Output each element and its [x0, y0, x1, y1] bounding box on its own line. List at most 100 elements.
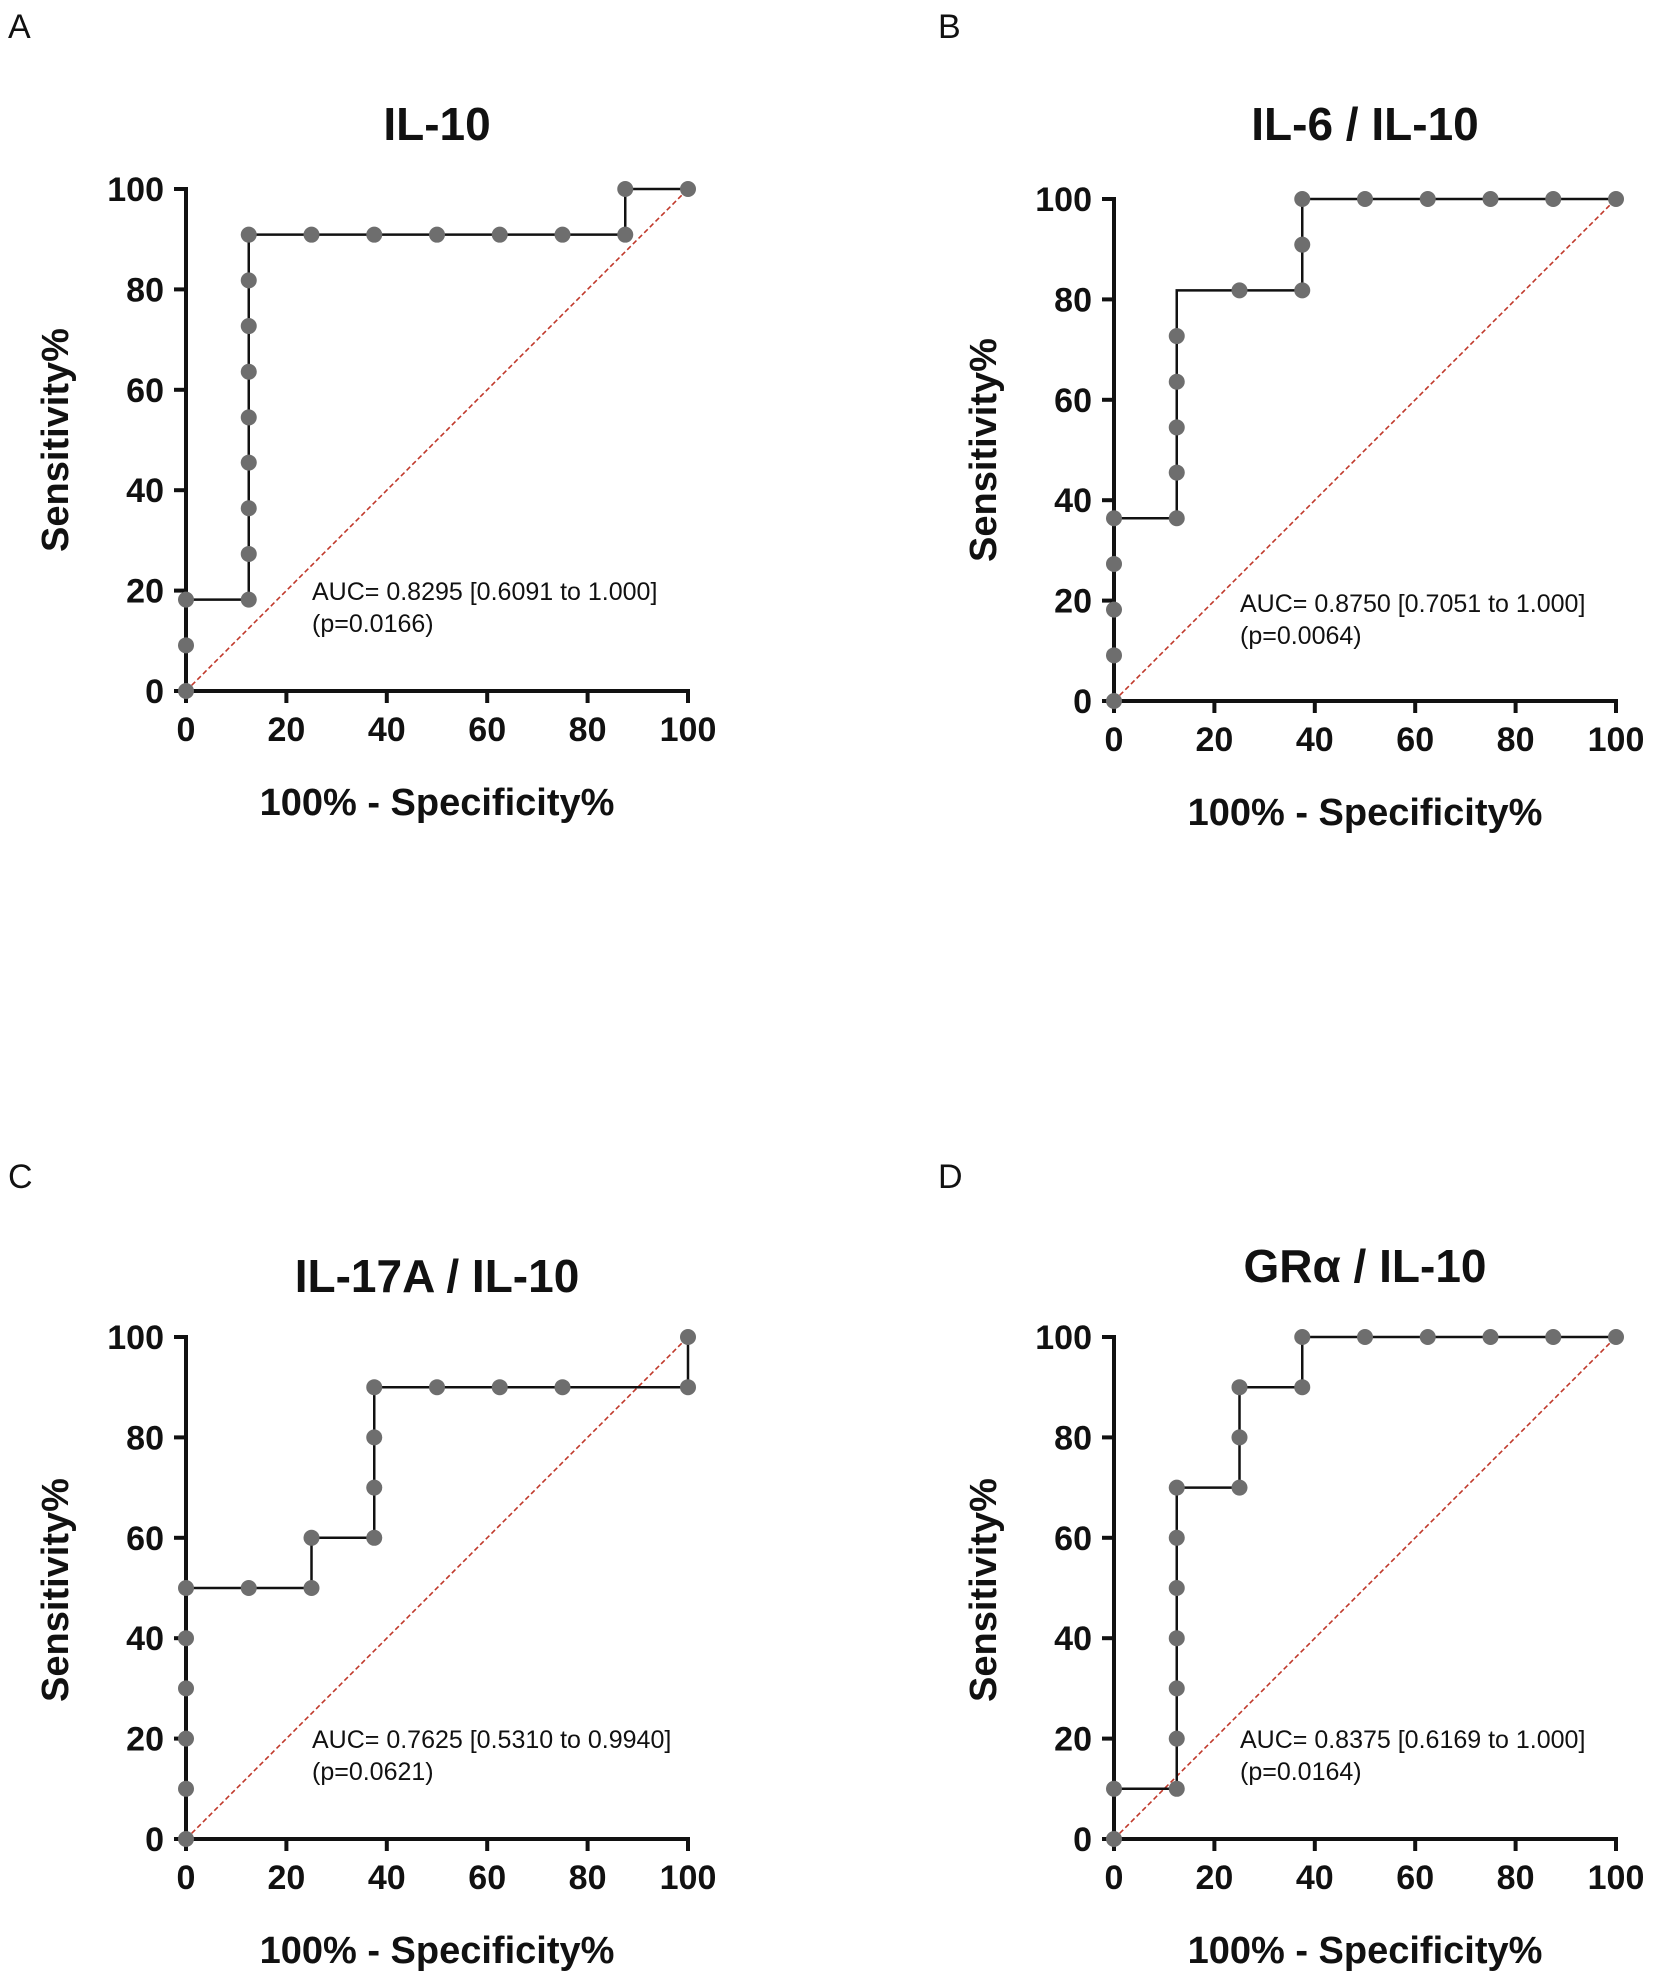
panel-a-y-tick-label: 100	[107, 171, 164, 209]
panel-d-roc-point	[1168, 1479, 1185, 1496]
panel-a-y-tick-label: 60	[126, 372, 164, 410]
panel-d-roc-point	[1294, 1329, 1311, 1345]
panel-d-auc-annotation: AUC= 0.8375 [0.6169 to 1.000]	[1240, 1726, 1585, 1754]
panel-d-x-tick-label: 60	[1396, 1859, 1434, 1897]
panel-c-roc-point	[178, 1630, 194, 1647]
panel-c-roc-point	[240, 1580, 257, 1596]
panel-a-x-tick-label: 60	[468, 711, 506, 749]
panel-b-title: IL-6 / IL-10	[1251, 98, 1478, 150]
panel-d-roc-point	[1545, 1329, 1562, 1345]
panel-c-xlabel: 100% - Specificity%	[260, 1930, 615, 1972]
panel-d-xlabel: 100% - Specificity%	[1188, 1930, 1543, 1972]
panel-d-x-tick-label: 40	[1296, 1859, 1334, 1897]
panel-b-roc-point	[1168, 419, 1185, 436]
panel-c-plot: 0 20 40 60 80 100 0 20 40 60 80 100	[107, 1319, 716, 1897]
panel-a-x-tick-label: 80	[569, 711, 607, 749]
panel-c-roc-point	[680, 1329, 696, 1345]
panel-d-roc-point	[1608, 1329, 1624, 1345]
panel-c-roc-point	[178, 1680, 194, 1697]
panel-b-y-tick-label: 100	[1035, 181, 1092, 219]
panel-b-roc-point	[1357, 191, 1373, 207]
panel-c-y-tick-label: 0	[145, 1821, 164, 1859]
panel-c-x-tick-label: 40	[368, 1859, 406, 1897]
panel-d-y-tick-label: 20	[1054, 1721, 1092, 1759]
panel-b: B IL-6 / IL-10 0 20 40 60 80 100020406080100 …	[938, 8, 1644, 834]
panel-c-y-tick-label: 80	[126, 1419, 164, 1457]
panel-a-x-tick-label: 40	[368, 711, 406, 749]
panel-d-x-tick-label: 0	[1105, 1859, 1124, 1897]
panel-b-roc-point	[1106, 555, 1122, 572]
panel-b-roc-point	[1106, 693, 1122, 709]
panel-b-roc-point	[1168, 373, 1185, 390]
panel-b-y-tick-label: 0	[1073, 683, 1092, 721]
panel-a-title: IL-10	[383, 98, 490, 150]
panel-d-p-value: (p=0.0164)	[1240, 1758, 1362, 1786]
panel-b-roc-point	[1419, 191, 1436, 207]
panel-d-roc-point	[1482, 1329, 1499, 1345]
panel-c-roc-point	[303, 1529, 320, 1546]
panel-a-roc-point	[240, 226, 257, 243]
panel-b-xlabel: 100% - Specificity%	[1188, 792, 1543, 834]
panel-a-roc-point	[240, 409, 257, 426]
panel-a-y-tick-label: 40	[126, 472, 164, 510]
panel-letter-c: C	[8, 1158, 33, 1196]
panel-b-roc-point	[1294, 191, 1311, 207]
panel-b-roc-point	[1545, 191, 1562, 207]
panel-c-roc-point	[366, 1379, 383, 1396]
panel-d-y-tick-label: 100	[1035, 1319, 1092, 1357]
panel-a-reference-line	[185, 188, 689, 692]
panel-c-x-tick-label: 0	[177, 1859, 196, 1897]
panel-d-roc-point	[1168, 1630, 1185, 1647]
panel-a-roc-point	[680, 181, 696, 197]
panel-d: D GRα / IL-10 0 20 40 60 80 100 0 20 40 60 80 100 1…	[938, 1158, 1644, 1972]
panel-d-ylabel: Sensitivity%	[963, 1478, 1005, 1702]
panel-c-y-tick-label: 100	[107, 1319, 164, 1357]
panel-a-roc-point	[429, 226, 445, 243]
panel-a-xlabel: 100% - Specificity%	[260, 782, 615, 824]
panel-d-y-tick-label: 40	[1054, 1620, 1092, 1658]
panel-letter-d: D	[938, 1158, 963, 1196]
panel-c-roc-curve	[184, 1337, 690, 1839]
panel-c-reference-line	[185, 1336, 689, 1840]
panel-c-roc-point	[366, 1429, 383, 1446]
panel-a-ylabel: Sensitivity%	[35, 328, 77, 552]
panel-c-y-tick-label: 40	[126, 1620, 164, 1658]
panel-d-roc-point	[1231, 1379, 1248, 1396]
panel-d-y-tick-label: 0	[1073, 1821, 1092, 1859]
panel-c-roc-point	[178, 1730, 194, 1747]
panel-a-roc-point	[240, 272, 257, 289]
panel-d-roc-point	[1231, 1479, 1248, 1496]
panel-c-auc-annotation: AUC= 0.7625 [0.5310 to 0.9940]	[312, 1726, 671, 1754]
panel-c-ylabel: Sensitivity%	[35, 1478, 77, 1702]
panel-c-roc-point	[491, 1379, 508, 1396]
panel-b-y-tick-label: 40	[1054, 482, 1092, 520]
panel-c: C IL-17A / IL-10 0 20 40 60 80 100 0 20 40 60 80 10…	[8, 1158, 716, 1972]
panel-c-x-tick-label: 80	[569, 1859, 607, 1897]
panel-a-roc-point	[178, 591, 194, 608]
panel-d-reference-line	[1113, 1336, 1617, 1840]
panel-c-roc-point	[680, 1379, 696, 1396]
panel-d-roc-point	[1294, 1379, 1311, 1396]
panel-c-roc-point	[178, 1780, 194, 1797]
panel-a-roc-point	[240, 591, 257, 608]
panel-d-x-tick-label: 80	[1497, 1859, 1535, 1897]
panel-a: A IL-10 0 20 40 60 80 100 0 20 40 60 80 100 100% - …	[8, 8, 716, 824]
panel-c-x-tick-label: 100	[660, 1859, 717, 1897]
panel-c-roc-point	[366, 1529, 383, 1546]
panel-b-reference-line	[1113, 198, 1617, 702]
panel-a-x-tick-label: 0	[177, 711, 196, 749]
panel-c-roc-point	[303, 1580, 320, 1596]
panel-b-plot: 0 20 40 60 80 100 0 20 40 60 80 100	[1035, 181, 1644, 759]
panel-a-roc-point	[240, 454, 257, 471]
panel-b-roc-point	[1168, 510, 1185, 527]
panel-a-y-tick-label: 80	[126, 271, 164, 309]
panel-b-x-tick-label: 60	[1396, 721, 1434, 759]
panel-d-roc-point	[1168, 1529, 1185, 1546]
panel-b-y-tick-label: 20	[1054, 583, 1092, 621]
panel-a-x-tick-label: 100	[660, 711, 717, 749]
panel-a-roc-point	[554, 226, 571, 243]
panel-c-roc-point	[178, 1580, 194, 1596]
panel-c-roc-point	[178, 1831, 194, 1847]
panel-c-p-value: (p=0.0621)	[312, 1758, 434, 1786]
panel-b-roc-point	[1168, 464, 1185, 481]
